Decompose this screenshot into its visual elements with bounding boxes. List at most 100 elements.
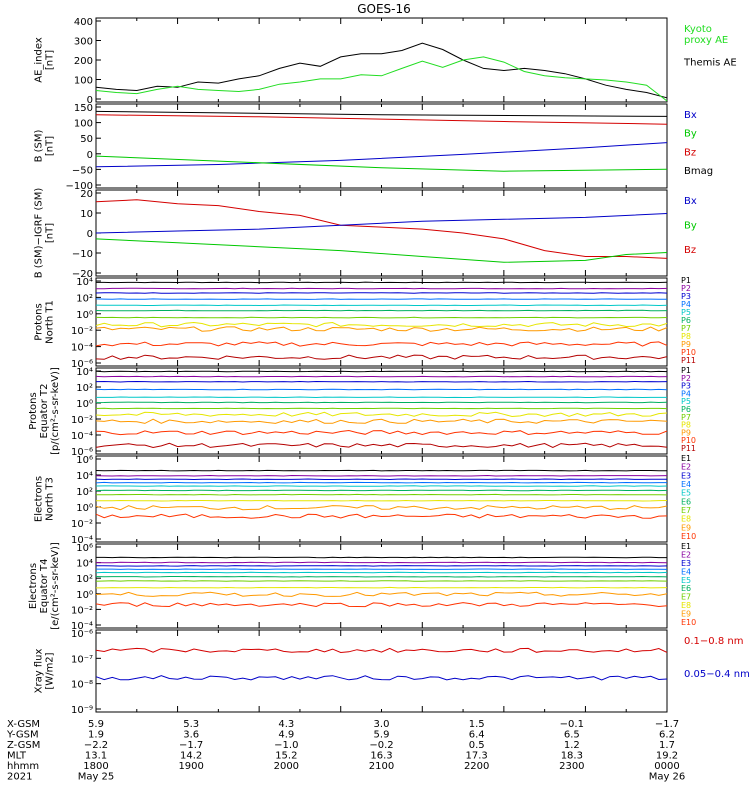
y-tick-label: −10 <box>72 249 93 260</box>
legend-label-p7: P7 <box>681 413 691 422</box>
legend-label-p8: P8 <box>681 421 691 430</box>
y-axis-label: B (SM)−IGRF (SM) <box>34 188 45 279</box>
panel-bsm: 150 100 50 0 −50 −100 B (SM) [nT] Bx By Bz Bmag <box>34 103 714 192</box>
y-axis-label: Protons <box>28 392 39 429</box>
row-value: 6.5 <box>564 730 580 741</box>
y-axis-label: [nT] <box>45 223 56 243</box>
channel-line-1 <box>95 370 668 373</box>
row-value: 5.3 <box>183 719 199 730</box>
channel-line-8 <box>95 321 668 328</box>
orbit-time-axis-table: X-GSM 5.9 5.3 4.3 3.0 1.5 −0.1 −1.7 Y-GSM 1.9 3.6 4… <box>6 719 685 783</box>
legend-label-p11: P11 <box>681 444 696 453</box>
row-value: 1800 <box>83 761 108 772</box>
channel-line-9 <box>95 505 668 511</box>
legend-label-p7: P7 <box>681 324 691 333</box>
row-value: 3.6 <box>183 730 199 741</box>
series-line-bz <box>95 199 668 259</box>
legend-label-p11: P11 <box>681 356 696 365</box>
series-line-bz <box>95 114 668 125</box>
y-tick-label: 10⁴ <box>76 367 93 378</box>
channel-line-6 <box>95 489 668 492</box>
y-tick-label: 10⁰ <box>76 590 93 601</box>
channel-line-4 <box>95 481 667 484</box>
legend-label-p10: P10 <box>681 436 696 445</box>
panel-ee: 10⁶ 10⁴ 10² 10⁰ 10⁻² 10⁻⁴ Electrons Equator T4[… <box>28 542 696 632</box>
row-value: 5.9 <box>374 730 390 741</box>
channel-line-2 <box>95 375 668 378</box>
row-value: May 26 <box>649 772 686 783</box>
channel-line-11 <box>95 354 668 360</box>
legend-label-e10: E10 <box>681 532 696 541</box>
legend-label: Bmag <box>684 166 713 177</box>
legend-label-e7: E7 <box>681 506 691 515</box>
y-tick-label: 0 <box>87 150 93 161</box>
channel-line-7 <box>95 580 668 582</box>
legend-label-p6: P6 <box>681 405 691 414</box>
y-axis-label: AE_index <box>34 37 45 83</box>
row-value: 18.3 <box>561 751 583 762</box>
legend-label-e4: E4 <box>681 567 691 576</box>
y-tick-label: 10⁻⁷ <box>71 654 93 665</box>
y-tick-label: 300 <box>74 37 93 48</box>
series-line-bx <box>95 142 668 168</box>
row-value: 3.0 <box>374 719 390 730</box>
row-value: 6.2 <box>659 730 675 741</box>
channel-line-3 <box>95 380 668 383</box>
legend-label-e6: E6 <box>681 497 691 506</box>
y-axis-label: Equator T2 <box>39 384 50 439</box>
legend-label-e6: E6 <box>681 584 691 593</box>
legend-label: Bx <box>684 196 697 207</box>
row-label: 2021 <box>7 772 32 783</box>
channel-line-7 <box>95 493 668 496</box>
series-line-bx <box>95 213 668 234</box>
legend-label-p3: P3 <box>681 382 691 391</box>
legend-label: Kyoto <box>684 24 712 35</box>
legend-label: Bz <box>684 147 696 158</box>
y-tick-label: 10⁴ <box>76 277 93 288</box>
y-tick-label: 10⁴ <box>76 559 93 570</box>
y-tick-label: 10⁻⁶ <box>71 359 93 370</box>
channel-line-5 <box>95 571 668 574</box>
series-line-by <box>95 238 668 263</box>
panel-frame <box>95 367 668 455</box>
figure-title: GOES-16 <box>357 2 411 16</box>
panel-xray: 10⁻⁶ 10⁻⁷ 10⁻⁸ 10⁻⁹ Xray flux [W/m2] 0.1−0.8 n… <box>34 629 750 716</box>
legend-label: By <box>684 221 697 232</box>
channel-line-3 <box>95 478 668 481</box>
y-tick-label: 10 <box>80 209 93 220</box>
y-tick-label: 10⁻² <box>71 326 93 337</box>
legend-label-p6: P6 <box>681 316 691 325</box>
row-value: 17.3 <box>466 751 488 762</box>
legend-label-p1: P1 <box>681 366 691 375</box>
legend-label-p9: P9 <box>681 428 691 437</box>
channel-line-6 <box>95 309 668 312</box>
series-line-by <box>95 155 668 172</box>
legend-label-e1: E1 <box>681 542 691 551</box>
panel-bigrf: 20 10 0 −10 −20 B (SM)−IGRF (SM) [nT] Bx By Bz <box>34 188 697 280</box>
legend-label-e10: E10 <box>681 618 696 627</box>
panel-frame <box>95 103 668 189</box>
y-tick-label: 10⁶ <box>76 455 93 466</box>
y-tick-label: 10⁻² <box>71 415 93 426</box>
channel-line-4 <box>95 298 668 300</box>
y-tick-label: 100 <box>74 119 93 130</box>
row-value: 5.9 <box>88 719 104 730</box>
series-line-themis-ae <box>95 42 668 99</box>
channel-line-6 <box>95 401 668 404</box>
channel-line-8 <box>96 499 668 502</box>
y-tick-label: 10⁻² <box>71 519 93 530</box>
legend-label-e8: E8 <box>681 515 691 524</box>
row-label: Z-GSM <box>7 740 40 751</box>
y-axis-label: Equator T4 <box>39 559 50 614</box>
y-tick-label: 10⁶ <box>76 543 93 554</box>
legend-label: Bz <box>684 245 696 256</box>
row-value: 4.3 <box>278 719 294 730</box>
channel-line-10 <box>95 602 668 608</box>
y-tick-label: 10⁻⁸ <box>71 680 93 691</box>
y-tick-label: 0 <box>87 95 93 106</box>
channel-line-7 <box>95 316 668 319</box>
y-tick-label: 10⁴ <box>76 471 93 482</box>
channel-line-9 <box>95 326 668 332</box>
panel-frame <box>95 543 668 629</box>
